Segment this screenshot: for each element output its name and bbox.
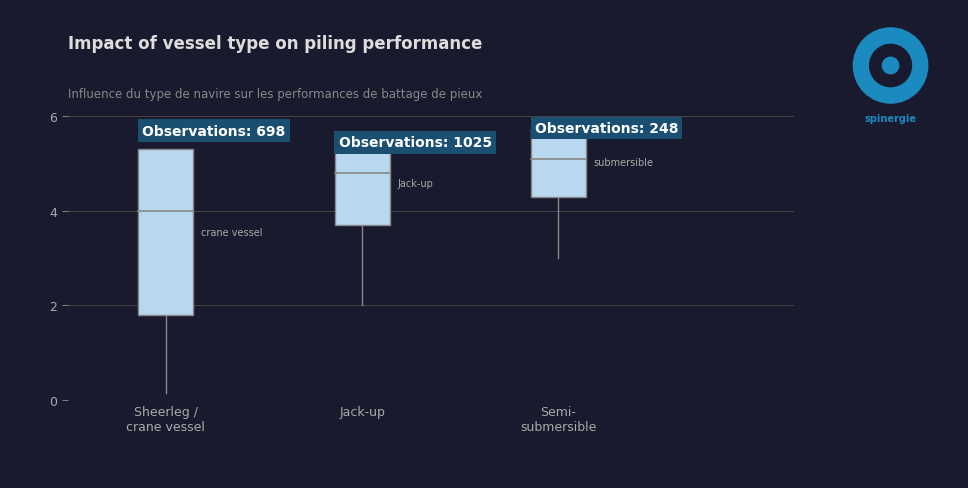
Bar [138, 150, 194, 315]
Text: Impact of vessel type on piling performance: Impact of vessel type on piling performa… [68, 35, 482, 53]
Bar [530, 129, 586, 197]
Text: Observations: 248: Observations: 248 [534, 122, 679, 136]
Text: Influence du type de navire sur les performances de battage de pieux: Influence du type de navire sur les perf… [68, 88, 482, 101]
Text: Observations: 698: Observations: 698 [142, 124, 286, 139]
Bar [335, 141, 389, 225]
Circle shape [869, 45, 912, 87]
Circle shape [883, 58, 898, 75]
Text: Jack-up: Jack-up [398, 178, 434, 188]
Text: spinergie: spinergie [864, 114, 917, 124]
Circle shape [854, 29, 927, 104]
Text: crane vessel: crane vessel [201, 228, 262, 238]
Text: Observations: 1025: Observations: 1025 [339, 136, 492, 150]
Text: submersible: submersible [593, 158, 653, 168]
